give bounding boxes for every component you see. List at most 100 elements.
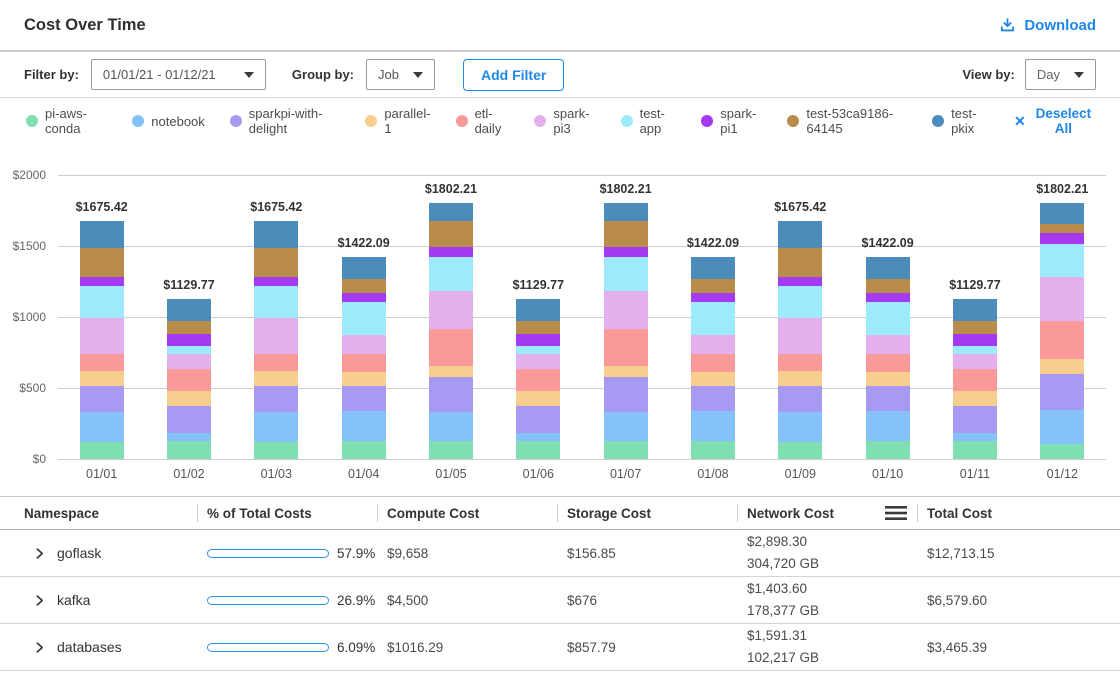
bar-segment-test-app[interactable] [342, 302, 386, 335]
bar-segment-test-53ca9186-64145[interactable] [516, 321, 560, 335]
bar-segment-spark-pi1[interactable] [254, 277, 298, 286]
bar-segment-sparkpi-with-delight[interactable] [80, 386, 124, 412]
bar-segment-etl-daily[interactable] [429, 329, 473, 366]
column-header-total[interactable]: Total Cost [917, 497, 1096, 529]
bar-segment-sparkpi-with-delight[interactable] [167, 406, 211, 433]
bar-segment-test-app[interactable] [516, 346, 560, 354]
bar-segment-test-53ca9186-64145[interactable] [778, 248, 822, 277]
bar-segment-pi-aws-conda[interactable] [167, 441, 211, 460]
bar-segment-sparkpi-with-delight[interactable] [1040, 374, 1084, 411]
bar-segment-spark-pi1[interactable] [953, 334, 997, 346]
bar-segment-etl-daily[interactable] [953, 369, 997, 391]
expand-row-icon[interactable] [33, 547, 46, 560]
bar-segment-test-pkix[interactable] [342, 257, 386, 279]
bar-segment-test-pkix[interactable] [953, 299, 997, 321]
bar-segment-parallel-1[interactable] [254, 371, 298, 386]
bar-segment-pi-aws-conda[interactable] [604, 441, 648, 460]
bar-segment-pi-aws-conda[interactable] [1040, 444, 1084, 459]
bar-segment-test-pkix[interactable] [429, 203, 473, 221]
bar-segment-notebook[interactable] [342, 411, 386, 440]
bar-segment-etl-daily[interactable] [254, 354, 298, 371]
bar-segment-spark-pi3[interactable] [167, 354, 211, 369]
bar-segment-sparkpi-with-delight[interactable] [254, 386, 298, 412]
bar-segment-spark-pi1[interactable] [866, 293, 910, 302]
bar-segment-sparkpi-with-delight[interactable] [604, 377, 648, 412]
bar-segment-sparkpi-with-delight[interactable] [429, 377, 473, 412]
legend-item-spark-pi3[interactable]: spark-pi3 [534, 106, 595, 136]
bar-segment-sparkpi-with-delight[interactable] [516, 406, 560, 433]
bar-segment-spark-pi3[interactable] [80, 318, 124, 354]
bar-segment-test-app[interactable] [866, 302, 910, 335]
bar-segment-test-pkix[interactable] [80, 221, 124, 247]
bar-segment-test-app[interactable] [80, 286, 124, 318]
bar-segment-parallel-1[interactable] [866, 372, 910, 386]
bar-segment-spark-pi1[interactable] [691, 293, 735, 302]
bar-segment-pi-aws-conda[interactable] [342, 441, 386, 460]
column-menu-icon[interactable] [885, 505, 907, 521]
bar-segment-pi-aws-conda[interactable] [80, 442, 124, 459]
bar-segment-parallel-1[interactable] [778, 371, 822, 386]
bar-segment-parallel-1[interactable] [691, 372, 735, 386]
bar-segment-etl-daily[interactable] [1040, 321, 1084, 359]
bar-segment-notebook[interactable] [778, 412, 822, 442]
bar-segment-test-app[interactable] [167, 346, 211, 354]
bar-segment-test-app[interactable] [953, 346, 997, 354]
bar-segment-test-53ca9186-64145[interactable] [953, 321, 997, 335]
bar-segment-pi-aws-conda[interactable] [953, 441, 997, 460]
bar-segment-notebook[interactable] [691, 411, 735, 440]
bar-segment-notebook[interactable] [866, 411, 910, 440]
bar-segment-etl-daily[interactable] [604, 329, 648, 366]
bar-segment-etl-daily[interactable] [342, 354, 386, 373]
bar-segment-spark-pi1[interactable] [167, 334, 211, 346]
bar-segment-parallel-1[interactable] [429, 366, 473, 377]
bar-segment-notebook[interactable] [604, 412, 648, 440]
bar-segment-spark-pi3[interactable] [778, 318, 822, 354]
bar-segment-etl-daily[interactable] [167, 369, 211, 391]
bar-segment-parallel-1[interactable] [167, 391, 211, 406]
bar-segment-test-53ca9186-64145[interactable] [691, 279, 735, 293]
bar-segment-test-53ca9186-64145[interactable] [254, 248, 298, 277]
deselect-all-button[interactable]: ✕ Deselect All [1014, 106, 1094, 136]
bar-segment-test-pkix[interactable] [691, 257, 735, 279]
group-by-select[interactable]: Job [366, 59, 435, 90]
bar-segment-spark-pi1[interactable] [1040, 233, 1084, 244]
bar-segment-test-pkix[interactable] [866, 257, 910, 279]
bar-segment-spark-pi1[interactable] [80, 277, 124, 286]
expand-row-icon[interactable] [33, 594, 46, 607]
bar-segment-etl-daily[interactable] [866, 354, 910, 373]
bar-segment-spark-pi3[interactable] [953, 354, 997, 369]
bar-segment-spark-pi3[interactable] [604, 291, 648, 329]
bar-segment-sparkpi-with-delight[interactable] [866, 386, 910, 412]
bar-segment-parallel-1[interactable] [1040, 359, 1084, 374]
bar-segment-spark-pi3[interactable] [866, 335, 910, 354]
bar-segment-test-53ca9186-64145[interactable] [342, 279, 386, 293]
bar-segment-test-pkix[interactable] [1040, 203, 1084, 224]
bar-segment-test-53ca9186-64145[interactable] [604, 221, 648, 247]
bar-segment-spark-pi1[interactable] [342, 293, 386, 302]
bar-segment-sparkpi-with-delight[interactable] [778, 386, 822, 412]
bar-segment-spark-pi3[interactable] [342, 335, 386, 354]
column-header-compute[interactable]: Compute Cost [377, 497, 557, 529]
bar-segment-test-53ca9186-64145[interactable] [866, 279, 910, 293]
bar-segment-notebook[interactable] [1040, 410, 1084, 444]
bar-segment-spark-pi1[interactable] [429, 247, 473, 257]
legend-item-notebook[interactable]: notebook [132, 114, 205, 129]
bar-segment-etl-daily[interactable] [691, 354, 735, 373]
bar-segment-sparkpi-with-delight[interactable] [953, 406, 997, 433]
column-header-storage[interactable]: Storage Cost [557, 497, 737, 529]
legend-item-test-app[interactable]: test-app [621, 106, 677, 136]
legend-item-spark-pi1[interactable]: spark-pi1 [701, 106, 762, 136]
legend-item-sparkpi-with-delight[interactable]: sparkpi-with-delight [230, 106, 341, 136]
bar-segment-pi-aws-conda[interactable] [254, 442, 298, 459]
bar-segment-test-pkix[interactable] [516, 299, 560, 321]
bar-segment-pi-aws-conda[interactable] [691, 441, 735, 460]
bar-segment-sparkpi-with-delight[interactable] [691, 386, 735, 412]
bar-segment-test-app[interactable] [254, 286, 298, 318]
column-header-percent[interactable]: % of Total Costs [197, 497, 377, 529]
column-header-network[interactable]: Network Cost [737, 497, 917, 529]
legend-item-test-pkix[interactable]: test-pkix [932, 106, 989, 136]
bar-segment-spark-pi3[interactable] [254, 318, 298, 354]
bar-segment-test-53ca9186-64145[interactable] [429, 221, 473, 247]
legend-item-test-53ca9186-64145[interactable]: test-53ca9186-64145 [787, 106, 907, 136]
download-button[interactable]: Download [999, 17, 1096, 34]
